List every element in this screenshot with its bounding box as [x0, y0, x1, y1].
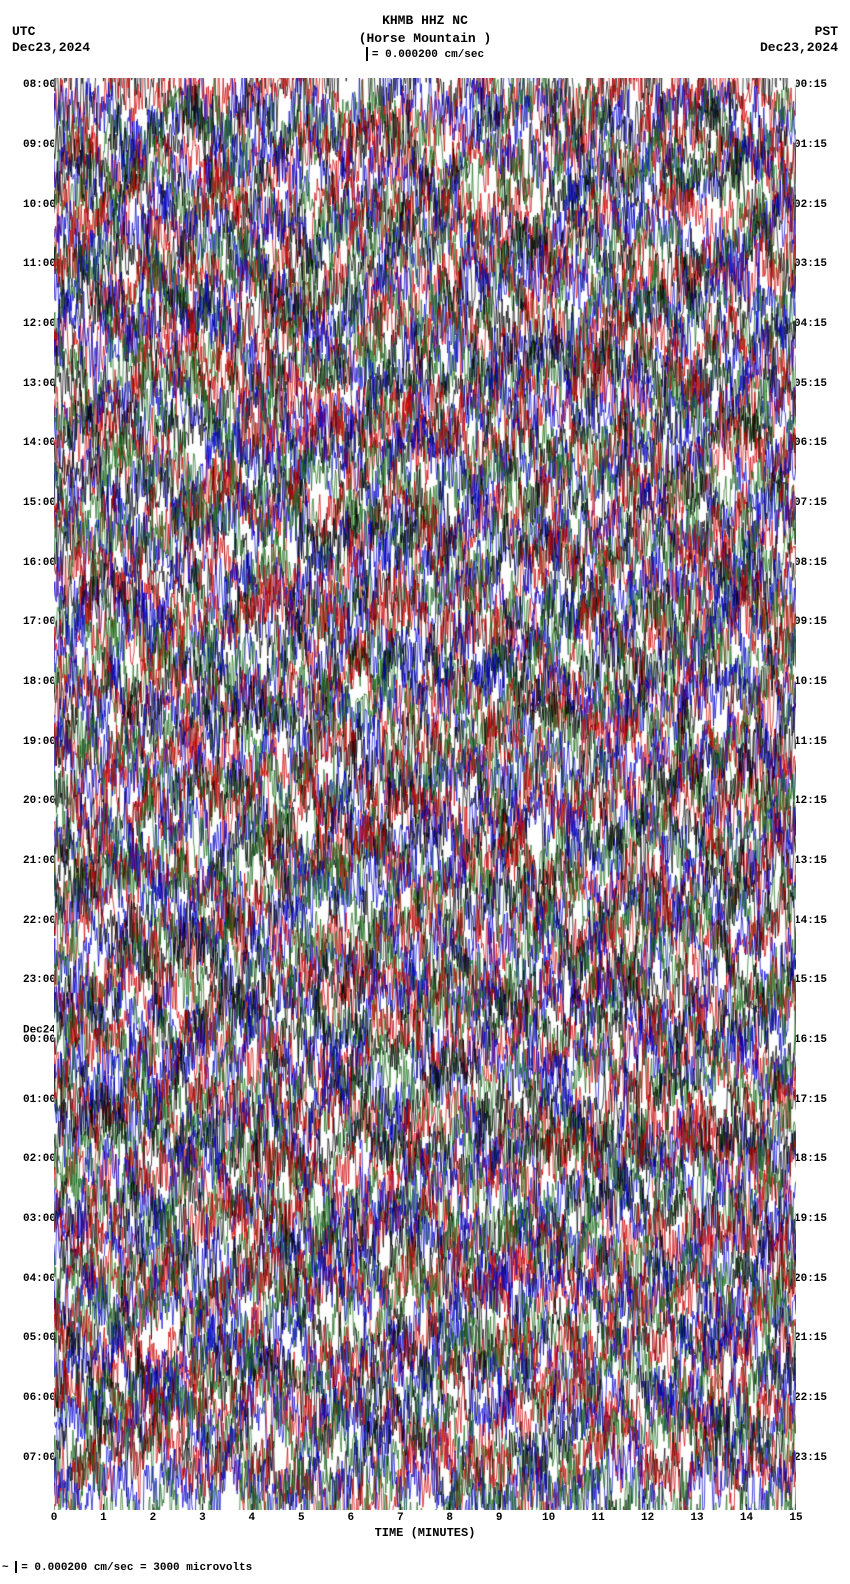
x-tick-label: 1: [100, 1512, 107, 1524]
utc-hour-label: 20:00: [6, 795, 56, 807]
utc-hour-label: 12:00: [6, 318, 56, 330]
pst-hour-label: 19:15: [794, 1213, 844, 1225]
pst-date-label: Dec23,2024: [760, 40, 838, 56]
footer-prefix: ~: [2, 1562, 9, 1574]
utc-hour-label: 18:00: [6, 676, 56, 688]
pst-hour-label: 16:15: [794, 1034, 844, 1046]
utc-hour-label: 11:00: [6, 258, 56, 270]
pst-hour-label: 11:15: [794, 736, 844, 748]
x-tick-label: 9: [496, 1512, 503, 1524]
pst-hour-label: 22:15: [794, 1392, 844, 1404]
utc-hour-label: 15:00: [6, 497, 56, 509]
scale-indicator: = 0.000200 cm/sec: [0, 47, 850, 63]
utc-hour-label: 05:00: [6, 1332, 56, 1344]
pst-hour-label: 03:15: [794, 258, 844, 270]
seismogram-canvas: [54, 78, 796, 1510]
x-tick-label: 8: [446, 1512, 453, 1524]
utc-hour-label: 17:00: [6, 616, 56, 628]
pst-hour-label: 21:15: [794, 1332, 844, 1344]
footer-scale-bar-icon: [15, 1561, 17, 1573]
pst-hour-label: 05:15: [794, 378, 844, 390]
x-tick-label: 3: [199, 1512, 206, 1524]
x-tick-label: 6: [347, 1512, 354, 1524]
pst-hour-label: 14:15: [794, 915, 844, 927]
utc-time-axis: 08:00 09:00 10:00 11:00 12:00 13:00 14:00 15:00…: [6, 78, 56, 1510]
pst-hour-label: 17:15: [794, 1094, 844, 1106]
utc-hour-label: 07:00: [6, 1452, 56, 1464]
utc-hour-label: 00:00: [6, 1034, 56, 1046]
pst-hour-label: 18:15: [794, 1153, 844, 1165]
footer-scale-text: = 0.000200 cm/sec = 3000 microvolts: [21, 1562, 252, 1574]
station-code: KHMB HHZ NC: [0, 12, 850, 30]
header: UTC Dec23,2024 KHMB HHZ NC (Horse Mounta…: [0, 0, 850, 75]
utc-hour-label: 09:00: [6, 139, 56, 151]
x-axis: TIME (MINUTES) 0123456789101112131415: [54, 1512, 796, 1542]
x-tick-label: 0: [51, 1512, 58, 1524]
pst-hour-label: 02:15: [794, 199, 844, 211]
pst-hour-label: 10:15: [794, 676, 844, 688]
header-center: KHMB HHZ NC (Horse Mountain ) = 0.000200…: [0, 12, 850, 63]
utc-hour-label: 08:00: [6, 79, 56, 91]
x-tick-label: 10: [542, 1512, 555, 1524]
header-right: PST Dec23,2024: [760, 24, 838, 57]
x-tick-label: 4: [249, 1512, 256, 1524]
utc-hour-label: 10:00: [6, 199, 56, 211]
x-tick-label: 5: [298, 1512, 305, 1524]
pst-hour-label: 15:15: [794, 974, 844, 986]
scale-bar-icon: [366, 47, 368, 61]
footer-scale: ~ = 0.000200 cm/sec = 3000 microvolts: [2, 1561, 252, 1574]
utc-hour-label: 06:00: [6, 1392, 56, 1404]
x-tick-label: 14: [740, 1512, 753, 1524]
x-tick-label: 15: [789, 1512, 802, 1524]
pst-hour-label: 09:15: [794, 616, 844, 628]
utc-hour-label: 23:00: [6, 974, 56, 986]
utc-hour-label: 03:00: [6, 1213, 56, 1225]
x-tick-label: 11: [592, 1512, 605, 1524]
utc-hour-label: 16:00: [6, 557, 56, 569]
x-axis-title: TIME (MINUTES): [54, 1526, 796, 1540]
x-tick-label: 7: [397, 1512, 404, 1524]
pst-tz-label: PST: [760, 24, 838, 40]
utc-hour-label: 14:00: [6, 437, 56, 449]
pst-hour-label: 01:15: [794, 139, 844, 151]
utc-hour-label: 21:00: [6, 855, 56, 867]
utc-hour-label: 13:00: [6, 378, 56, 390]
pst-hour-label: 13:15: [794, 855, 844, 867]
pst-hour-label: 06:15: [794, 437, 844, 449]
pst-hour-label: 20:15: [794, 1273, 844, 1285]
station-location: (Horse Mountain ): [0, 30, 850, 48]
pst-hour-label: 12:15: [794, 795, 844, 807]
x-tick-label: 12: [641, 1512, 654, 1524]
utc-hour-label: 04:00: [6, 1273, 56, 1285]
utc-hour-label: 19:00: [6, 736, 56, 748]
pst-hour-label: 07:15: [794, 497, 844, 509]
x-tick-label: 13: [690, 1512, 703, 1524]
scale-text: = 0.000200 cm/sec: [372, 49, 484, 61]
pst-hour-label: 08:15: [794, 557, 844, 569]
utc-hour-label: 01:00: [6, 1094, 56, 1106]
pst-time-axis: 00:15 01:15 02:15 03:15 04:15 05:15 06:15 07:15…: [794, 78, 844, 1510]
seismogram-plot: [54, 78, 796, 1510]
utc-hour-label: 02:00: [6, 1153, 56, 1165]
pst-hour-label: 04:15: [794, 318, 844, 330]
pst-hour-label: 00:15: [794, 79, 844, 91]
x-tick-label: 2: [150, 1512, 157, 1524]
pst-hour-label: 23:15: [794, 1452, 844, 1464]
utc-hour-label: 22:00: [6, 915, 56, 927]
